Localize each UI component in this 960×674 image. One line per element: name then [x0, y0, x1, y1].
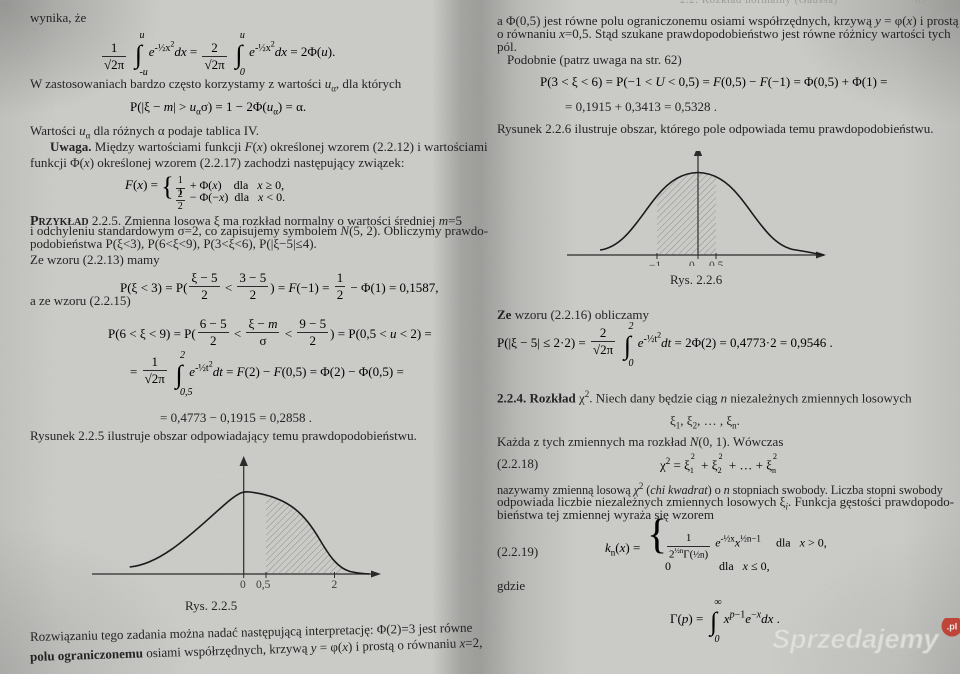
svg-text:0: 0: [240, 579, 246, 590]
svg-text:0: 0: [689, 260, 695, 266]
svg-text:0,5: 0,5: [256, 579, 271, 590]
svg-text:0,5: 0,5: [709, 260, 724, 266]
svg-text:−1: −1: [649, 260, 661, 266]
svg-text:2: 2: [332, 579, 338, 590]
svg-text:Sprzedajemy: Sprzedajemy: [772, 624, 941, 654]
svg-text:.pl: .pl: [947, 622, 958, 632]
